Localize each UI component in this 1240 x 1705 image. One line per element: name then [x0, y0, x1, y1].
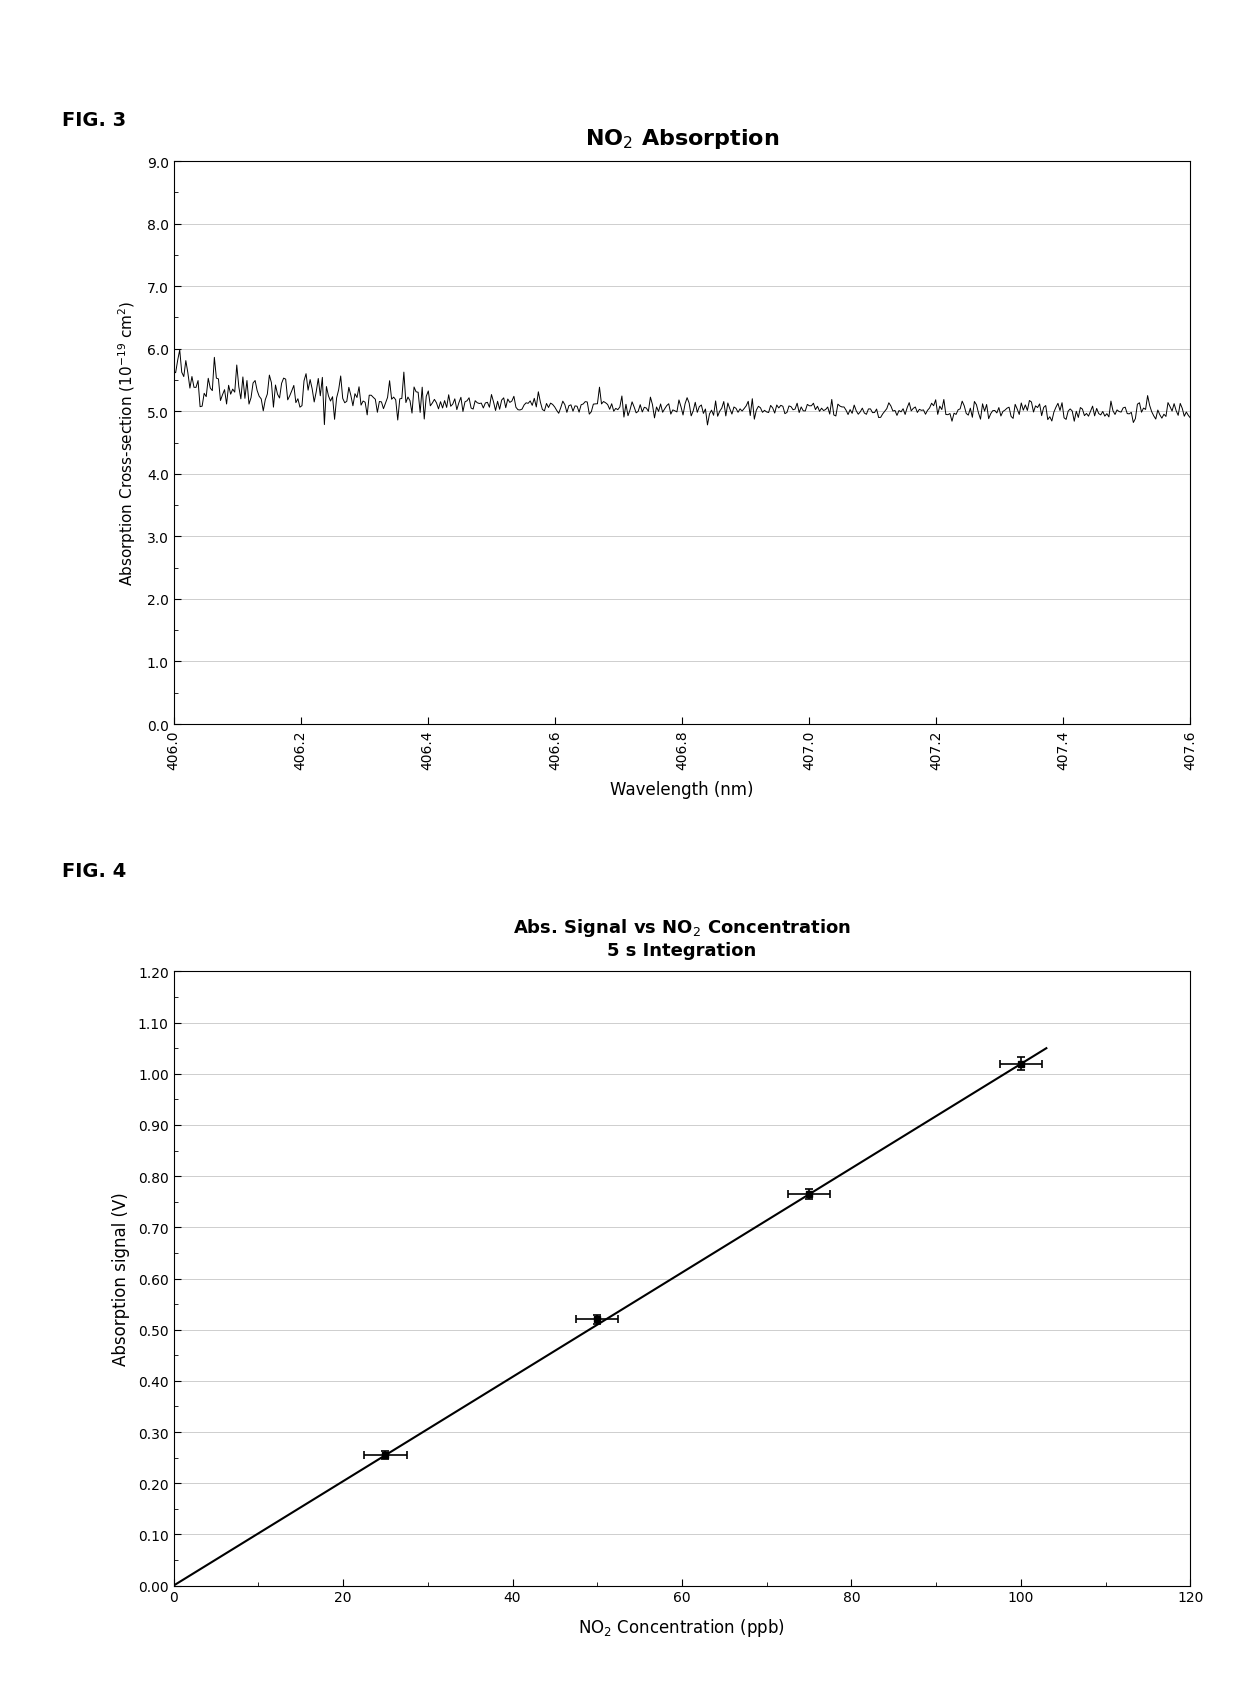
Title: NO$_2$ Absorption: NO$_2$ Absorption	[585, 128, 779, 152]
Title: Abs. Signal vs NO$_2$ Concentration
5 s Integration: Abs. Signal vs NO$_2$ Concentration 5 s …	[513, 916, 851, 960]
Y-axis label: Absorption Cross-section (10$^{-19}$ cm$^2$): Absorption Cross-section (10$^{-19}$ cm$…	[117, 300, 139, 587]
X-axis label: NO$_2$ Concentration (ppb): NO$_2$ Concentration (ppb)	[579, 1616, 785, 1637]
Text: FIG. 4: FIG. 4	[62, 861, 126, 880]
Text: FIG. 3: FIG. 3	[62, 111, 126, 130]
X-axis label: Wavelength (nm): Wavelength (nm)	[610, 781, 754, 800]
Y-axis label: Absorption signal (V): Absorption signal (V)	[112, 1192, 129, 1366]
